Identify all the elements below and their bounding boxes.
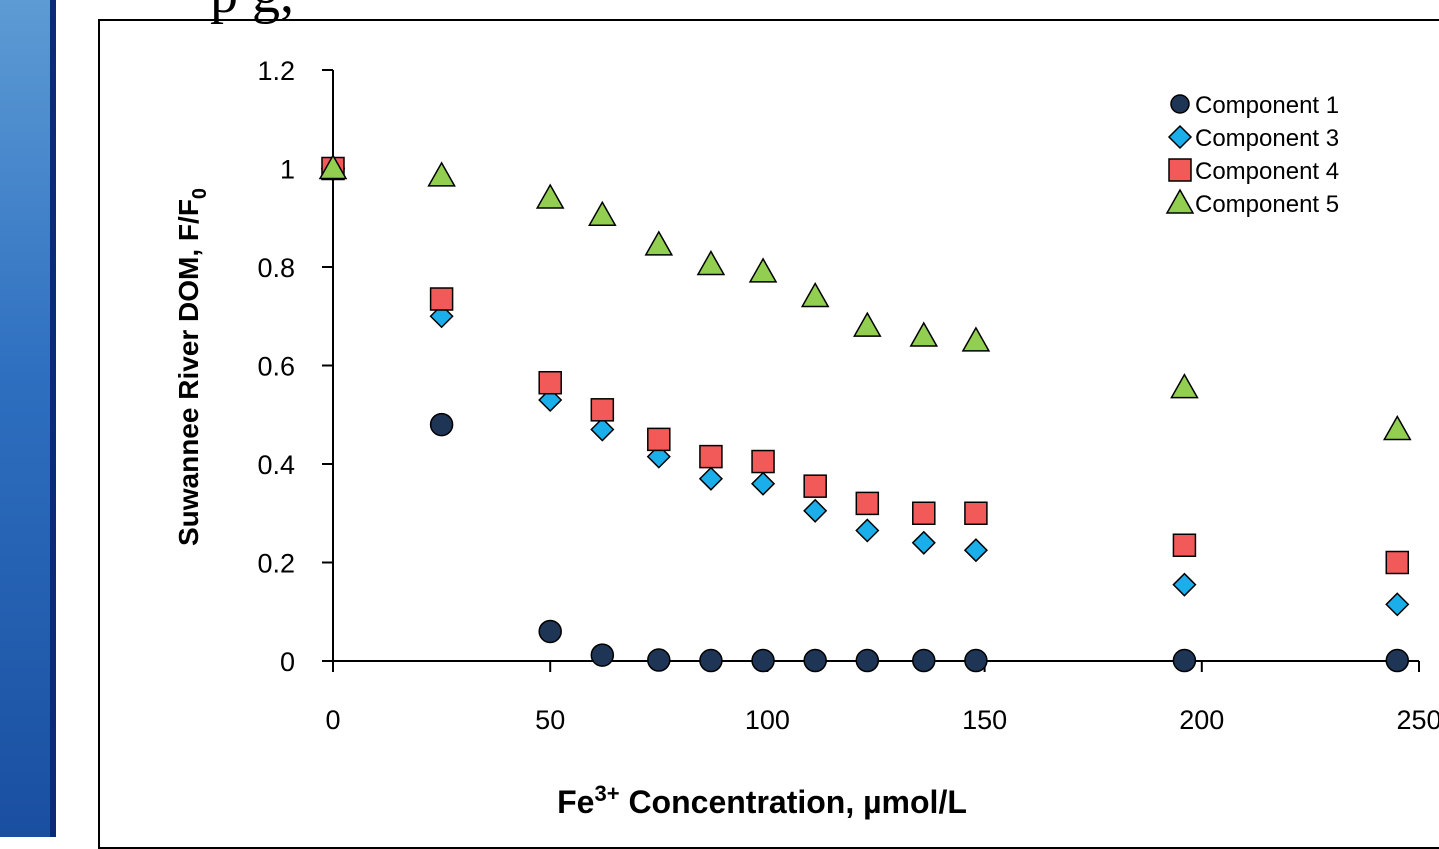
series-1: [321, 156, 1410, 673]
data-point: [1170, 373, 1199, 399]
legend-item: Component 1: [1170, 92, 1339, 119]
data-point: [961, 326, 991, 352]
legend-marker: [1168, 158, 1192, 182]
data-point: [911, 530, 936, 555]
data-point: [699, 648, 723, 673]
y-tick-label: 0.6: [257, 352, 295, 382]
series-3: [321, 156, 1410, 575]
data-point: [912, 501, 936, 525]
data-point: [590, 398, 615, 422]
x-tick-label: 0: [325, 705, 340, 735]
data-point: [427, 161, 456, 187]
data-point: [647, 427, 671, 452]
data-point: [912, 648, 936, 673]
x-tick-label: 250: [1396, 705, 1439, 735]
data-point: [696, 250, 726, 276]
data-point: [800, 282, 830, 308]
data-point: [429, 412, 454, 437]
data-point: [1385, 550, 1410, 575]
data-point: [647, 648, 671, 672]
legend-label: Component 5: [1195, 191, 1339, 218]
data-point: [538, 370, 562, 395]
slide-side-edge: [50, 0, 56, 837]
data-point: [853, 311, 882, 337]
data-point: [750, 471, 776, 496]
data-points: [318, 153, 1412, 673]
y-tick-label: 0.2: [257, 549, 295, 579]
legend: Component 1 Component 3 Component 4 Compone…: [1165, 92, 1339, 218]
data-point: [590, 417, 615, 442]
y-tick-label: 1: [280, 155, 295, 185]
legend-label: Component 3: [1195, 125, 1339, 152]
slide-side-bar: [0, 0, 50, 837]
data-point: [590, 643, 615, 667]
axes: 0 0.2 0.4 0.6 0.8 1 1.2 0 50 100 150 200 250: [257, 56, 1439, 735]
data-point: [751, 648, 775, 673]
data-point: [699, 444, 723, 469]
legend-item: Component 3: [1167, 124, 1339, 152]
data-point: [698, 466, 723, 491]
data-point: [964, 648, 988, 673]
x-tick-label: 100: [745, 705, 790, 735]
data-point: [803, 648, 827, 673]
x-tick-label: 150: [962, 705, 1007, 735]
data-point: [535, 183, 565, 209]
data-point: [1385, 648, 1410, 673]
y-tick-label: 0.8: [257, 253, 295, 283]
data-point: [318, 153, 348, 180]
data-point: [1172, 648, 1197, 673]
x-tick-label: 50: [535, 705, 565, 735]
series-4: [318, 153, 1412, 441]
y-tick-label: 0: [280, 647, 295, 677]
data-point: [538, 619, 562, 644]
data-point: [751, 449, 775, 474]
data-point: [855, 648, 880, 673]
series-2: [320, 156, 1410, 617]
legend-label: Component 1: [1195, 92, 1339, 119]
y-tick-label: 1.2: [257, 56, 295, 86]
data-point: [1385, 592, 1410, 617]
data-point: [748, 257, 778, 283]
y-axis-title: Suwannee River DOM, F/F0: [173, 188, 211, 546]
data-point: [855, 491, 880, 516]
x-tick-label: 200: [1179, 705, 1224, 735]
legend-marker: [1165, 188, 1195, 214]
data-point: [909, 321, 939, 347]
data-point: [803, 474, 827, 498]
data-point: [644, 230, 674, 256]
data-point: [963, 538, 988, 563]
legend-item: Component 4: [1168, 158, 1339, 185]
data-point: [1172, 572, 1197, 597]
data-point: [1172, 533, 1197, 558]
legend-item: Component 5: [1165, 188, 1339, 218]
data-point: [429, 287, 454, 311]
legend-marker: [1167, 124, 1193, 150]
y-tick-label: 0.4: [257, 450, 295, 480]
data-point: [588, 200, 617, 227]
data-point: [1382, 415, 1412, 441]
x-axis-title: Fe3+ Concentration, µmol/L: [557, 781, 967, 820]
legend-label: Component 4: [1195, 158, 1339, 185]
legend-marker: [1170, 94, 1190, 114]
data-point: [855, 518, 880, 543]
data-point: [803, 498, 828, 523]
data-point: [964, 501, 988, 525]
